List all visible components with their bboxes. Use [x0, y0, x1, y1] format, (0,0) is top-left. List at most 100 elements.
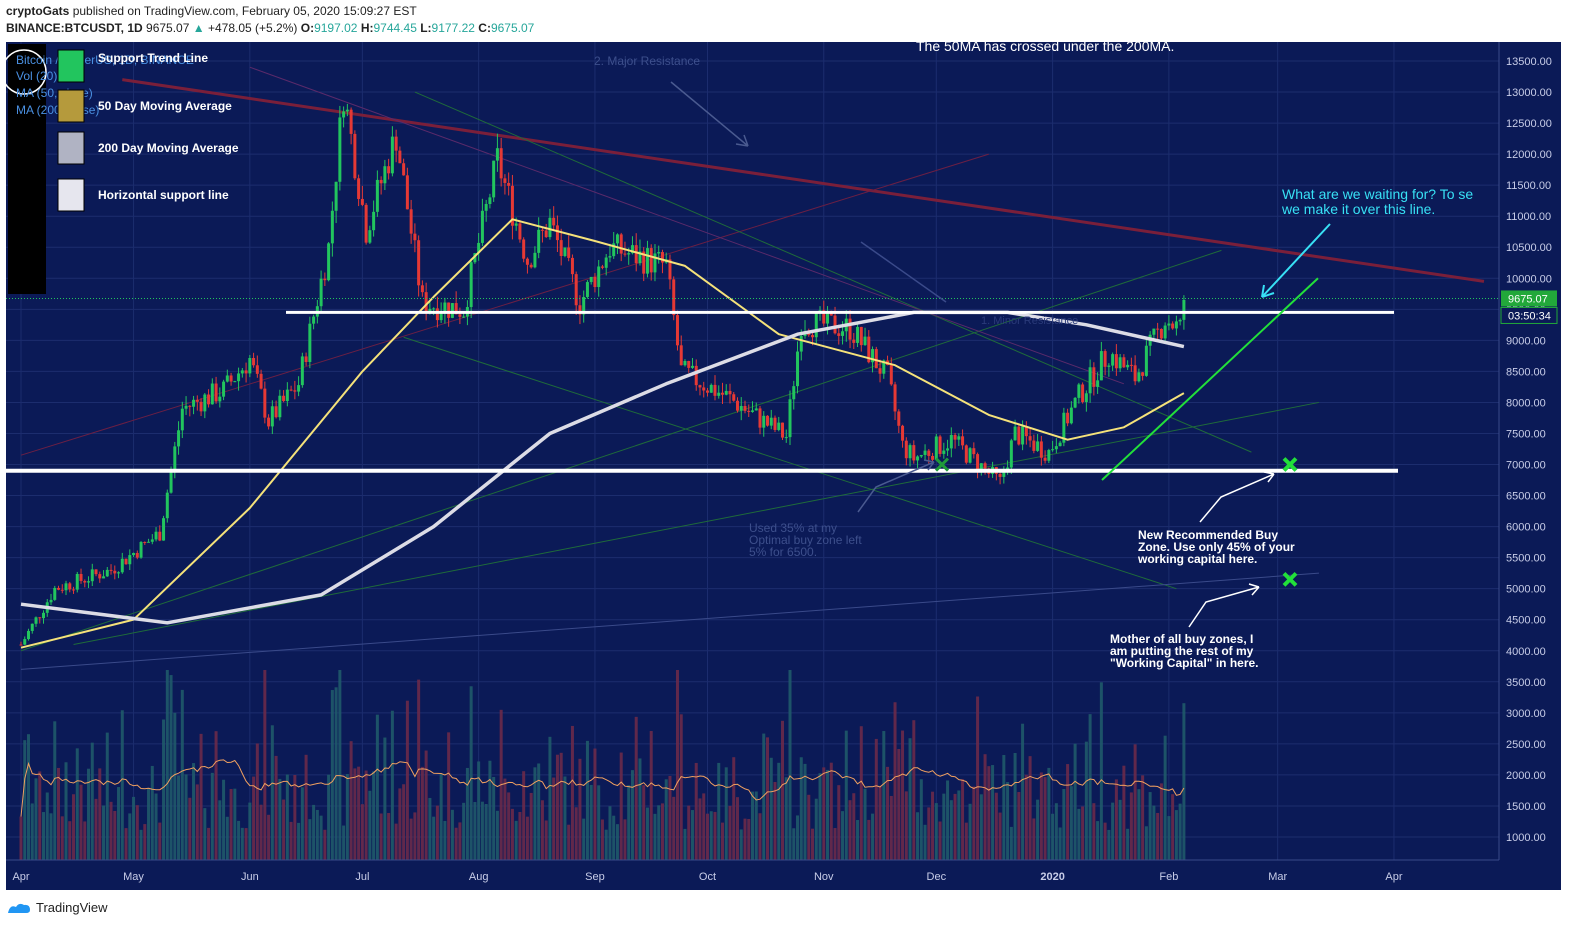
candle-body [469, 262, 473, 308]
volume-bar [758, 813, 762, 860]
volume-bar [762, 733, 766, 860]
volume-bar [848, 800, 852, 860]
candle-body [1036, 441, 1040, 451]
used-zone-x-icon [934, 457, 950, 472]
time-tick-label: Nov [814, 871, 834, 883]
volume-bar [1021, 723, 1025, 860]
volume-bar [533, 767, 537, 860]
volume-bar [432, 816, 436, 860]
price-tick-label: 1500.00 [1506, 801, 1546, 813]
volume-bar [1028, 756, 1032, 860]
candle-body [863, 336, 867, 346]
candle-body [751, 410, 754, 412]
trend-line [403, 336, 1177, 590]
published-text: published on TradingView.com, February 0… [72, 4, 417, 18]
volume-bar [1148, 792, 1152, 860]
volume-bar [90, 742, 94, 860]
candle-body [672, 279, 676, 316]
candle-body [34, 617, 38, 624]
volume-bar [672, 796, 676, 860]
candle-body [402, 163, 406, 176]
candle-body [503, 178, 507, 183]
legend-label: Support Trend Line [98, 51, 208, 65]
time-axis[interactable]: Apr May Jun Jul Aug Sep Oct Nov Dec 2020 Feb Mar Apr [6, 859, 1561, 890]
candle-body [383, 166, 387, 184]
volume-bar [1171, 794, 1175, 860]
candle-body [743, 405, 747, 411]
candle-body [87, 581, 91, 583]
buy-zone-note-line2: Zone. Use only 45% of your [1138, 540, 1295, 554]
volume-bar [867, 819, 871, 860]
candle-body [934, 436, 938, 460]
volume-bar [593, 748, 597, 860]
price-tick-label: 10500.00 [1506, 242, 1552, 254]
price-tick-label: 4000.00 [1506, 646, 1546, 658]
price-tick-label: 3000.00 [1506, 708, 1546, 720]
volume-bar [94, 798, 98, 860]
candle-body [1047, 450, 1051, 461]
candle-body [690, 365, 694, 368]
price-chart[interactable]: The 50MA has crossed under the 200MA. 2. … [6, 42, 1561, 890]
candle-body [657, 252, 661, 254]
candle-body [507, 182, 511, 186]
candle-body [1043, 457, 1047, 461]
price-axis[interactable]: 1000.00 1500.00 2000.00 2500.00 3000.00 3500.… [1498, 42, 1561, 890]
price-change: +478.05 (+5.2%) [207, 21, 298, 35]
candle-body [777, 422, 781, 430]
volume-bar [664, 779, 668, 860]
volume-bar [852, 793, 856, 860]
candle-body [1032, 440, 1036, 451]
candle-body [207, 394, 211, 405]
volume-bar [653, 813, 657, 860]
candle-body [510, 185, 514, 226]
tradingview-footer[interactable]: TradingView [6, 900, 108, 915]
candle-body [642, 251, 646, 274]
candle-body [540, 229, 544, 231]
price-tick-label: 6000.00 [1506, 522, 1546, 534]
candle-body [1088, 367, 1092, 394]
volume-bar [657, 805, 661, 860]
candle-body [210, 383, 214, 405]
volume-bar [169, 675, 173, 860]
candle-body [360, 198, 364, 205]
volume-bar [630, 770, 634, 860]
volume-bar [660, 803, 664, 860]
candle-body [961, 436, 965, 446]
volume-bar [162, 719, 166, 860]
volume-bar [492, 776, 496, 860]
volume-bar [1103, 822, 1107, 860]
volume-bar [735, 797, 739, 860]
volume-bar [799, 757, 803, 860]
volume-bar [818, 773, 822, 860]
volume-bar [822, 767, 826, 860]
volume-bar [908, 738, 912, 860]
volume-bar [979, 794, 983, 860]
candle-body [660, 252, 664, 263]
candle-body [627, 253, 631, 255]
candle-body [102, 576, 106, 579]
volume-bar [514, 820, 518, 860]
candle-body [90, 569, 94, 582]
volume-bar [934, 803, 938, 860]
candle-body [871, 349, 875, 363]
candle-body [248, 357, 252, 374]
time-axis-bg [6, 860, 1561, 890]
volume-bar [128, 813, 132, 860]
volume-bar [807, 794, 811, 860]
volume-bar [871, 813, 875, 860]
volume-bar [469, 686, 473, 860]
candle-body [270, 406, 274, 427]
candle-body [79, 573, 83, 581]
volume-bar [698, 798, 702, 860]
legend-label: Horizontal support line [98, 188, 229, 202]
volume-bar [304, 754, 308, 860]
candle-body [165, 492, 169, 519]
price-tick-label: 10000.00 [1506, 273, 1552, 285]
volume-bar [612, 815, 616, 860]
volume-bar [946, 780, 950, 860]
volume-bar [687, 805, 691, 860]
volume-bar [604, 829, 608, 860]
candle-body [244, 370, 248, 374]
volume-bar [214, 731, 218, 860]
candle-body [495, 148, 499, 161]
